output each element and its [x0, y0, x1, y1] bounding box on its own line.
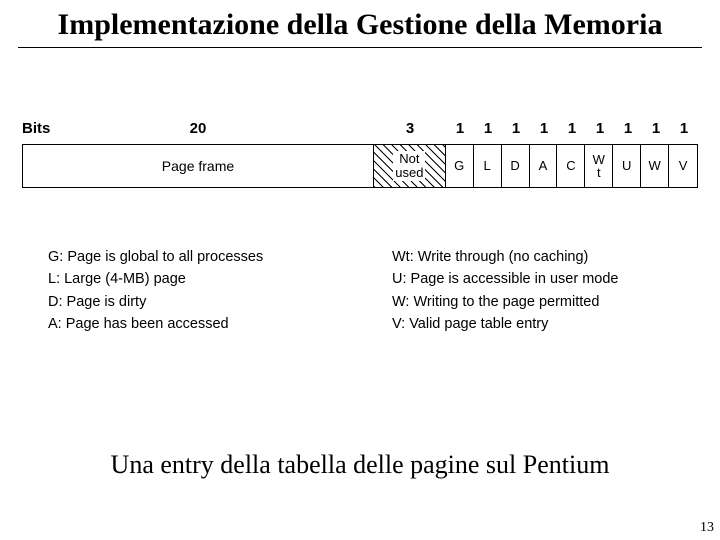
bitfield-segment: W: [641, 145, 669, 187]
legend-line: L: Large (4-MB) page: [48, 268, 263, 290]
bit-count-label: 1: [642, 120, 670, 137]
bitfield-segment: Page frame: [23, 145, 374, 187]
legend-right-column: Wt: Write through (no caching)U: Page is…: [392, 246, 618, 336]
bitfield-segment: L: [474, 145, 502, 187]
page-title: Implementazione della Gestione della Mem…: [0, 0, 720, 45]
bit-count-label: 1: [614, 120, 642, 137]
legend-line: V: Valid page table entry: [392, 313, 618, 335]
bit-count-label: 1: [586, 120, 614, 137]
bit-count-label: 1: [474, 120, 502, 137]
legend-line: U: Page is accessible in user mode: [392, 268, 618, 290]
legend-line: G: Page is global to all processes: [48, 246, 263, 268]
bitfield-segment: C: [557, 145, 585, 187]
bitfield-segment: V: [669, 145, 697, 187]
bitfield-segment: D: [502, 145, 530, 187]
page-entry-diagram: Bits 203111111111 Page frame Notused GLDAC…: [22, 118, 698, 188]
bitfield-segment: Wt: [585, 145, 613, 187]
legend-line: W: Writing to the page permitted: [392, 291, 618, 313]
bitfield-bar: Page frame Notused GLDACWtUWV: [22, 144, 698, 188]
bit-count-label: 1: [530, 120, 558, 137]
caption-text: Una entry della tabella delle pagine sul…: [0, 450, 720, 480]
bit-count-label: 1: [558, 120, 586, 137]
bitfield-segment: A: [530, 145, 558, 187]
bitfield-segment: G: [446, 145, 474, 187]
bit-count-label: 1: [502, 120, 530, 137]
legend-line: A: Page has been accessed: [48, 313, 263, 335]
bit-count-label: 3: [374, 120, 446, 137]
bit-count-label: 1: [446, 120, 474, 137]
legend-line: D: Page is dirty: [48, 291, 263, 313]
title-underline: [18, 47, 702, 48]
legend-line: Wt: Write through (no caching): [392, 246, 618, 268]
bitfield-segment: U: [613, 145, 641, 187]
bitfield-segment: Notused: [374, 145, 446, 187]
segment-label: Notused: [393, 151, 425, 180]
bit-count-label: 1: [670, 120, 698, 137]
bit-count-label: 20: [22, 120, 374, 137]
bits-row: Bits 203111111111: [22, 118, 698, 144]
legend-left-column: G: Page is global to all processesL: Lar…: [48, 246, 263, 336]
page-number: 13: [700, 520, 714, 536]
